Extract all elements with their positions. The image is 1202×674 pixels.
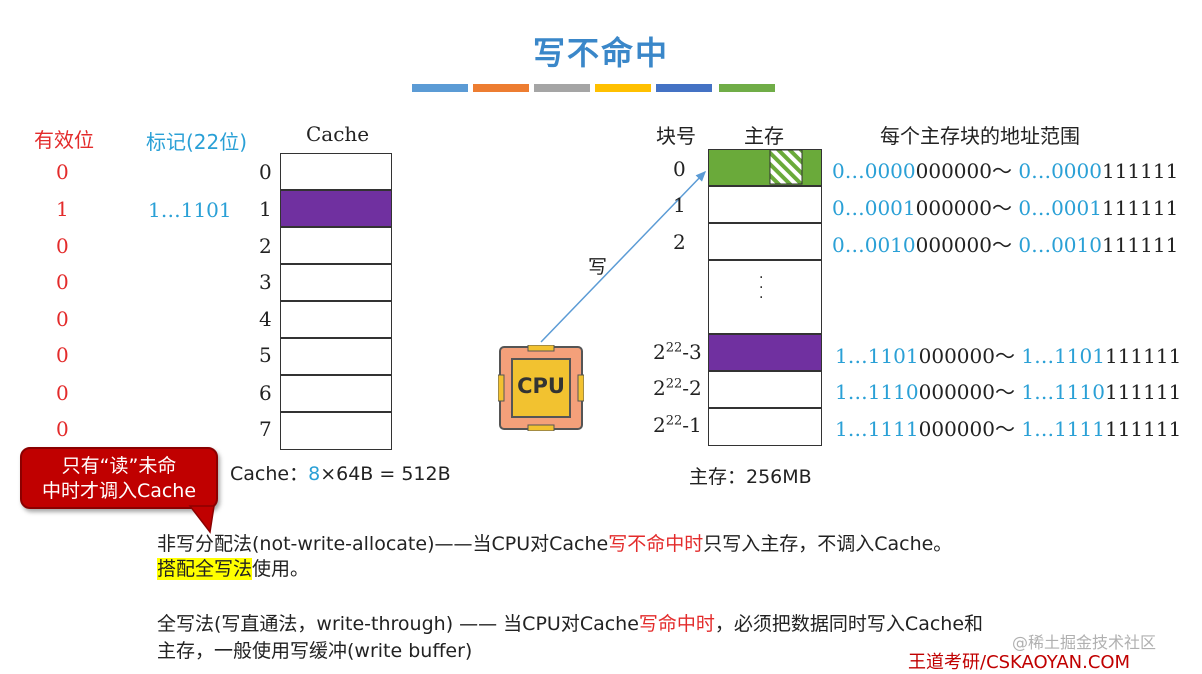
valid-bit: 1 <box>56 197 69 221</box>
memory-block <box>708 223 822 260</box>
callout-pointer <box>188 505 215 534</box>
cache-line-number: 7 <box>259 417 272 441</box>
cache-line <box>280 338 392 375</box>
accent-bar-3 <box>534 84 590 92</box>
tag-value: 1…1101 <box>148 198 232 222</box>
write-arrow <box>540 170 707 343</box>
accent-bar-1 <box>412 84 468 92</box>
accent-bar-4 <box>595 84 651 92</box>
block-number: 222-3 <box>653 340 702 364</box>
valid-bit: 0 <box>56 343 69 367</box>
valid-bit: 0 <box>56 234 69 258</box>
block-number: 222-2 <box>653 376 702 400</box>
block-number: 2 <box>673 230 686 254</box>
block-number: 222-1 <box>653 413 702 437</box>
address-range-header: 每个主存块的地址范围 <box>880 124 1080 148</box>
page-title: 写不命中 <box>532 34 669 72</box>
write-label: 写 <box>588 256 608 278</box>
no-write-allocate-note: 搭配全写法使用。 <box>157 558 310 580</box>
cache-line <box>280 153 392 190</box>
block-number: 1 <box>673 193 686 217</box>
cache-line <box>280 412 392 450</box>
memory-block-written <box>708 149 822 186</box>
cache-line <box>280 301 392 338</box>
valid-bit-header: 有效位 <box>34 128 94 152</box>
block-number: 0 <box>673 157 686 181</box>
valid-bit: 0 <box>56 381 69 405</box>
cache-size-label: Cache：8×64B = 512B <box>230 459 451 486</box>
accent-bar-5 <box>656 84 712 92</box>
cache-line-number: 1 <box>259 197 272 221</box>
cache-line-number: 2 <box>259 234 272 258</box>
memory-block <box>708 371 822 408</box>
cache-size-prefix: Cache： <box>230 463 309 485</box>
address-range-row: 0…0001000000～ 0…0001111111 <box>832 196 1179 220</box>
cache-line-number: 0 <box>259 160 272 184</box>
memory-block-gap: · · · <box>708 260 822 334</box>
memory-block <box>708 186 822 223</box>
valid-bit: 0 <box>56 307 69 331</box>
cache-line-number: 3 <box>259 270 272 294</box>
main-memory-size: 主存：256MB <box>689 466 812 488</box>
cache-line <box>280 375 392 412</box>
callout-line-1: 只有“读”未命 <box>61 455 177 477</box>
address-range-row: 1…1101000000～ 1…1101111111 <box>835 344 1182 368</box>
memory-block <box>708 408 822 446</box>
valid-bit: 0 <box>56 160 69 184</box>
address-range-row: 1…1111000000～ 1…1111111111 <box>835 417 1182 441</box>
cache-header: Cache <box>306 122 370 146</box>
cache-line-number: 4 <box>259 307 272 331</box>
callout-box: 只有“读”未命 中时才调入Cache <box>20 447 218 509</box>
cpu-icon: CPU <box>497 344 585 432</box>
cpu-label: CPU <box>517 374 565 398</box>
highlight: 搭配全写法 <box>157 558 253 580</box>
cache-line <box>280 227 392 264</box>
tag-header: 标记(22位) <box>146 130 248 154</box>
valid-bit: 0 <box>56 270 69 294</box>
cache-size-lines: 8 <box>308 463 321 485</box>
memory-block-purple <box>708 334 822 371</box>
ellipsis-dots: · · · <box>759 270 764 306</box>
no-write-allocate-text: 非写分配法(not-write-allocate)——当CPU对Cache写不命… <box>157 533 953 555</box>
hatched-word-icon <box>769 149 803 185</box>
write-through-text: 全写法(写直通法，write-through) —— 当CPU对Cache写命中… <box>157 613 984 635</box>
address-range-row: 1…1110000000～ 1…1110111111 <box>835 380 1182 404</box>
block-number-header: 块号 <box>656 124 696 148</box>
brand-logo-text: 王道考研/CSKAOYAN.COM <box>908 652 1131 673</box>
write-through-text-2: 主存，一般使用写缓冲(write buffer) <box>157 640 473 662</box>
cache-size-suffix: ×64B = 512B <box>320 463 451 485</box>
accent-bar-2 <box>473 84 529 92</box>
address-range-row: 0…0000000000～ 0…0000111111 <box>832 159 1179 183</box>
cache-line-number: 6 <box>259 381 272 405</box>
watermark: @稀土掘金技术社区 <box>1012 633 1157 652</box>
cache-line <box>280 264 392 301</box>
address-range-row: 0…0010000000～ 0…0010111111 <box>832 233 1179 257</box>
cache-line-number: 5 <box>259 343 272 367</box>
valid-bit: 0 <box>56 417 69 441</box>
accent-bar-6 <box>719 84 775 92</box>
callout-line-2: 中时才调入Cache <box>41 480 197 502</box>
cache-line-filled <box>280 190 392 227</box>
main-memory-header: 主存 <box>744 124 784 148</box>
